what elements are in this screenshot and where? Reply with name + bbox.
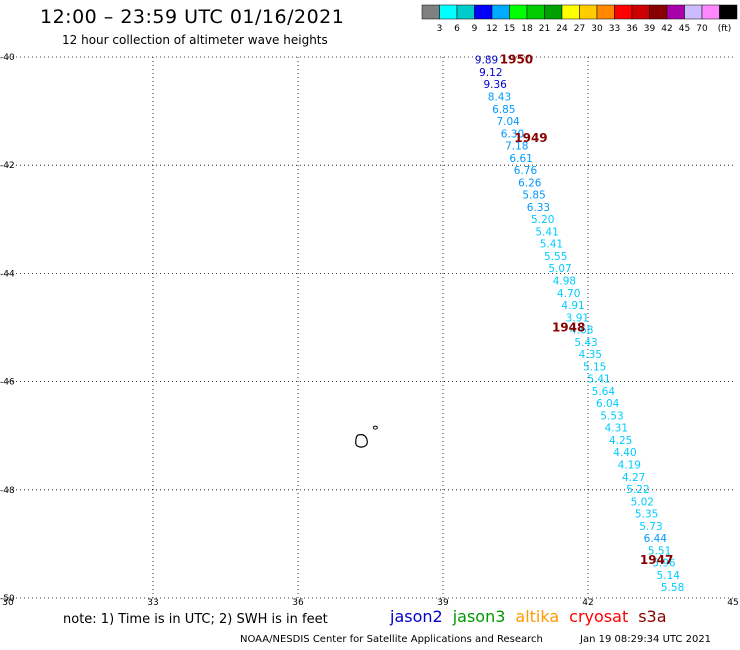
- lon-label: 33: [147, 598, 158, 605]
- legend-tick: 24: [556, 24, 568, 34]
- wave-height-label: 3.91: [566, 312, 589, 324]
- map-subtitle: 12 hour collection of altimeter wave hei…: [62, 33, 328, 47]
- lon-label: 45: [727, 598, 738, 605]
- wave-height-label: 5.58: [661, 582, 684, 594]
- island-small: [372, 425, 378, 430]
- legend-swatch: [719, 4, 738, 20]
- color-legend: 3 6 9 12 15 18 21 24 27 30 33 36 39 42 45 70 (ft): [421, 4, 738, 34]
- satellite-legend: jason2 jason3 altika cryosat s3a: [390, 607, 677, 626]
- wave-height-label: 5.85: [522, 190, 545, 202]
- satellite-s3a: s3a: [638, 607, 667, 626]
- wave-height-label: 4.98: [553, 276, 576, 288]
- legend-tick: 39: [644, 24, 656, 34]
- wave-height-label: 5.41: [587, 374, 610, 386]
- wave-height-label: 6.30: [501, 128, 524, 140]
- wave-height-label: 6.44: [644, 533, 668, 545]
- wave-height-label: 6.26: [518, 177, 542, 189]
- legend-tick: 21: [539, 24, 550, 34]
- wave-height-label: 4.91: [561, 300, 584, 312]
- wave-height-label: 5.41: [540, 239, 563, 251]
- lon-label: 30: [2, 598, 14, 605]
- lat-label: -42: [0, 161, 15, 171]
- wave-height-label: 5.96: [652, 558, 676, 570]
- wave-height-label: 8.43: [488, 92, 511, 104]
- wave-height-label: 5.02: [631, 496, 654, 508]
- legend-tick: 6: [454, 24, 460, 34]
- wave-height-label: 6.85: [492, 104, 515, 116]
- credit-text: NOAA/NESDIS Center for Satellite Applica…: [240, 634, 543, 645]
- lat-label: -44: [0, 269, 15, 279]
- wave-height-label: 5.35: [635, 509, 658, 521]
- legend-tick: 33: [609, 24, 620, 34]
- satellite-jason2: jason2: [390, 607, 443, 626]
- wave-height-label: 5.15: [583, 361, 606, 373]
- map-title: 12:00 – 23:59 UTC 01/16/2021: [40, 6, 345, 28]
- wave-height-label: 5.64: [592, 386, 616, 398]
- legend-tick: 42: [661, 24, 672, 34]
- wave-height-label: 5.51: [648, 545, 671, 557]
- wave-height-label: 4.25: [609, 435, 632, 447]
- legend-tick: 27: [574, 24, 585, 34]
- wave-height-label: 6.76: [514, 165, 538, 177]
- wave-height-label: 6.04: [596, 398, 620, 410]
- legend-tick: 36: [626, 24, 638, 34]
- satellite-cryosat: cryosat: [569, 607, 629, 626]
- time-label: 1950: [500, 53, 533, 67]
- wave-height-label: 5.43: [574, 337, 597, 349]
- wave-height-label: 5.14: [657, 570, 681, 582]
- wave-height-label: 5.73: [639, 521, 662, 533]
- wave-height-label: 4.31: [605, 423, 628, 435]
- legend-unit: (ft): [718, 24, 732, 34]
- wave-height-label: 4.40: [613, 447, 636, 459]
- wave-height-label: 4.35: [579, 349, 602, 361]
- altimeter-map: 30 33 36 39 42 45 -40 -42 -44 -46 -48 -50 9.899.129.…: [0, 53, 739, 605]
- wave-height-label: 7.04: [496, 116, 520, 128]
- island-large: [355, 434, 368, 448]
- lon-label: 36: [292, 598, 304, 605]
- credit-timestamp: Jan 19 08:29:34 UTC 2021: [580, 634, 712, 645]
- wave-height-label: 5.20: [531, 214, 554, 226]
- time-label: 1947: [640, 553, 673, 567]
- time-label: 1949: [514, 131, 547, 145]
- wave-height-label: 4.68: [570, 325, 593, 337]
- wave-height-label: 5.55: [544, 251, 567, 263]
- wave-height-label: 4.27: [622, 472, 645, 484]
- legend-tick: 15: [504, 24, 515, 34]
- legend-tick: 9: [472, 24, 478, 34]
- lon-label: 39: [437, 598, 449, 605]
- wave-height-label: 5.41: [535, 226, 558, 238]
- lat-label: -40: [0, 53, 15, 63]
- legend-tick: 70: [696, 24, 708, 34]
- lon-label: 42: [582, 598, 593, 605]
- wave-height-label: 5.07: [548, 263, 571, 275]
- legend-tick: 45: [679, 24, 690, 34]
- satellite-jason3: jason3: [452, 607, 506, 626]
- wave-height-label: 6.33: [527, 202, 550, 214]
- legend-tick: 3: [437, 24, 443, 34]
- wave-height-label: 9.89: [475, 55, 498, 67]
- lat-label: -48: [0, 486, 15, 496]
- wave-height-label: 9.12: [479, 67, 502, 79]
- legend-tick: 18: [521, 24, 533, 34]
- legend-tick: 30: [591, 24, 603, 34]
- legend-tick: 12: [486, 24, 497, 34]
- wave-height-label: 5.53: [600, 410, 623, 422]
- wave-height-label: 6.61: [509, 153, 532, 165]
- note-text: note: 1) Time is in UTC; 2) SWH is in fe…: [63, 612, 328, 627]
- wave-height-label: 7.18: [505, 141, 528, 153]
- satellite-altika: altika: [515, 607, 560, 626]
- wave-height-label: 4.70: [557, 288, 580, 300]
- wave-height-label: 4.19: [618, 460, 641, 472]
- lat-label: -50: [0, 594, 15, 604]
- wave-height-label: 5.22: [626, 484, 649, 496]
- time-label: 1948: [552, 321, 585, 335]
- wave-height-label: 9.36: [483, 79, 507, 91]
- lat-label: -46: [0, 378, 15, 388]
